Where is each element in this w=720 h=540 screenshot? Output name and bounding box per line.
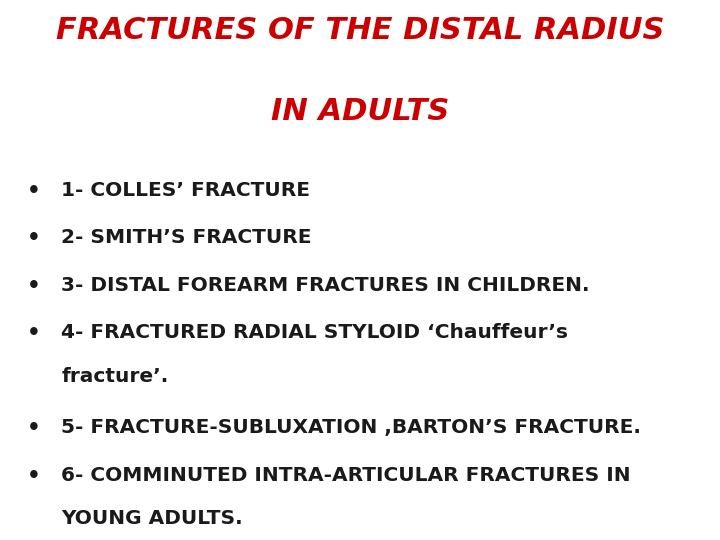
Text: 1- COLLES’ FRACTURE: 1- COLLES’ FRACTURE bbox=[61, 181, 310, 200]
Text: •: • bbox=[27, 418, 41, 438]
Text: YOUNG ADULTS.: YOUNG ADULTS. bbox=[61, 509, 243, 528]
Text: 4- FRACTURED RADIAL STYLOID ‘Chauffeur’s: 4- FRACTURED RADIAL STYLOID ‘Chauffeur’s bbox=[61, 323, 568, 342]
Text: •: • bbox=[27, 276, 41, 296]
Text: 6- COMMINUTED INTRA-ARTICULAR FRACTURES IN: 6- COMMINUTED INTRA-ARTICULAR FRACTURES … bbox=[61, 466, 631, 485]
Text: FRACTURES OF THE DISTAL RADIUS: FRACTURES OF THE DISTAL RADIUS bbox=[55, 16, 665, 45]
Text: IN ADULTS: IN ADULTS bbox=[271, 97, 449, 126]
Text: fracture’.: fracture’. bbox=[61, 367, 168, 386]
Text: 2- SMITH’S FRACTURE: 2- SMITH’S FRACTURE bbox=[61, 228, 312, 247]
Text: 5- FRACTURE-SUBLUXATION ,BARTON’S FRACTURE.: 5- FRACTURE-SUBLUXATION ,BARTON’S FRACTU… bbox=[61, 418, 641, 437]
Text: •: • bbox=[27, 323, 41, 343]
Text: •: • bbox=[27, 181, 41, 201]
Text: 3- DISTAL FOREARM FRACTURES IN CHILDREN.: 3- DISTAL FOREARM FRACTURES IN CHILDREN. bbox=[61, 276, 590, 295]
Text: •: • bbox=[27, 228, 41, 248]
Text: •: • bbox=[27, 466, 41, 486]
